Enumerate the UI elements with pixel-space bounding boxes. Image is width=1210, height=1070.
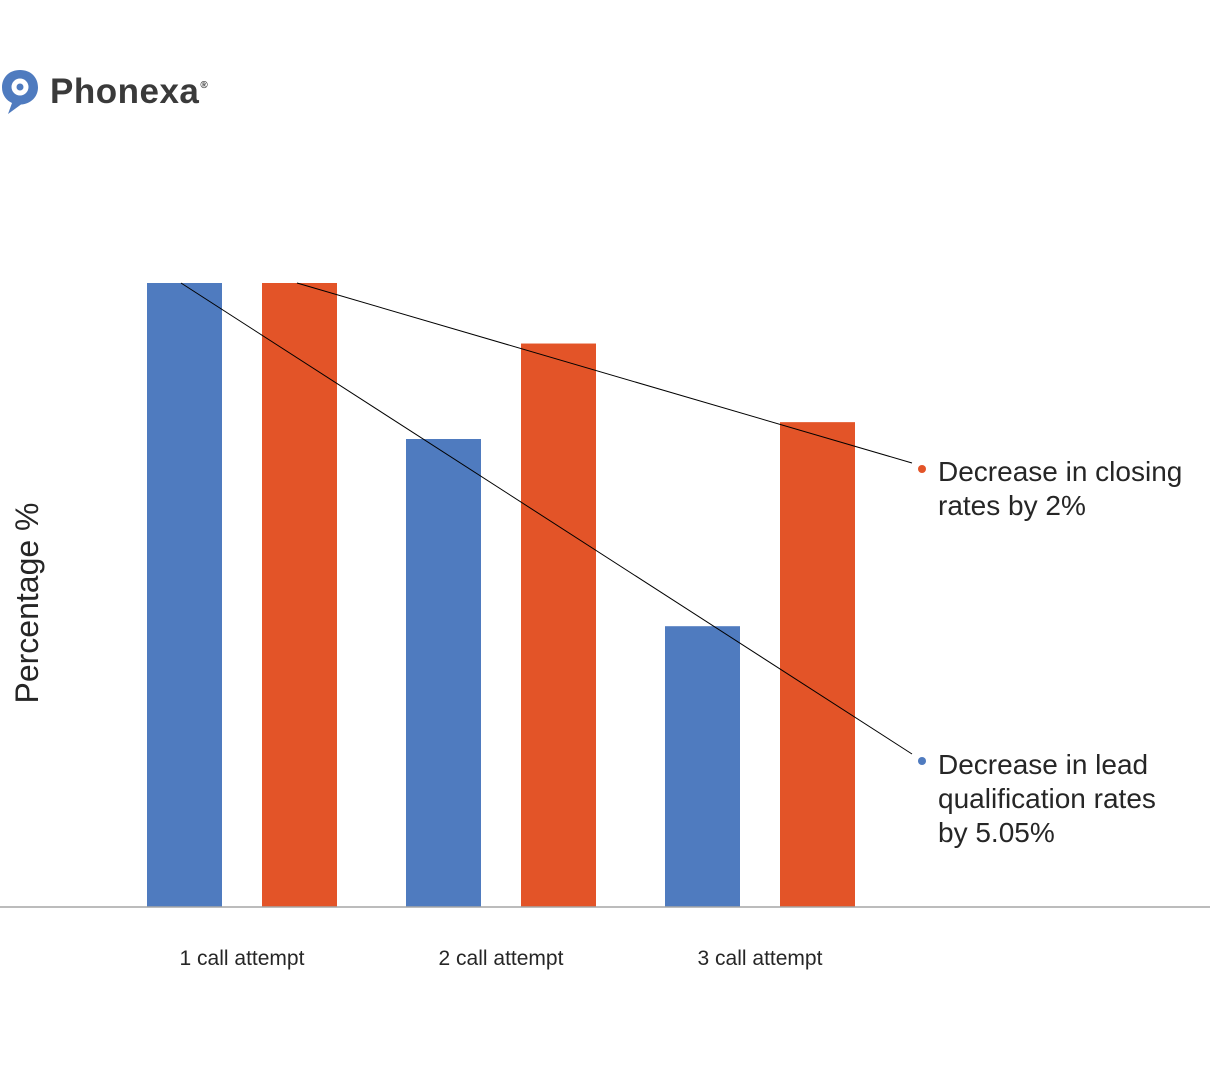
annotation-dot-closing (918, 465, 926, 473)
bar-lead-3 (665, 626, 740, 907)
logo: Phonexa® (0, 66, 208, 118)
annotation-text-closing: Decrease in closing (938, 456, 1182, 487)
annotation-text-lead: Decrease in lead (938, 749, 1148, 780)
x-tick-label: 1 call attempt (180, 947, 305, 970)
annotation-line-lead (180, 282, 913, 755)
annotation-text-closing: rates by 2% (938, 490, 1086, 521)
logo-text: Phonexa® (50, 72, 208, 112)
x-tick-label: 2 call attempt (439, 947, 564, 970)
bar-closing-1 (262, 283, 337, 907)
bar-lead-2 (406, 439, 481, 907)
annotation-text-lead: qualification rates (938, 783, 1156, 814)
bar-lead-1 (147, 283, 222, 907)
x-tick-labels: 1 call attempt 2 call attempt 3 call attem… (180, 947, 823, 970)
annotation-text-lead: by 5.05% (938, 817, 1055, 848)
bar-closing-2 (521, 343, 596, 907)
annotation-dot-lead (918, 757, 926, 765)
y-axis-label: Percentage % (9, 502, 45, 703)
logo-name: Phonexa (50, 72, 200, 111)
x-tick-label: 3 call attempt (698, 947, 823, 970)
speech-bubble-pin-icon (2, 70, 38, 114)
registered-mark: ® (200, 80, 209, 91)
bars-group (147, 283, 855, 907)
bar-closing-3 (780, 422, 855, 907)
annotation-line-closing (296, 282, 913, 464)
